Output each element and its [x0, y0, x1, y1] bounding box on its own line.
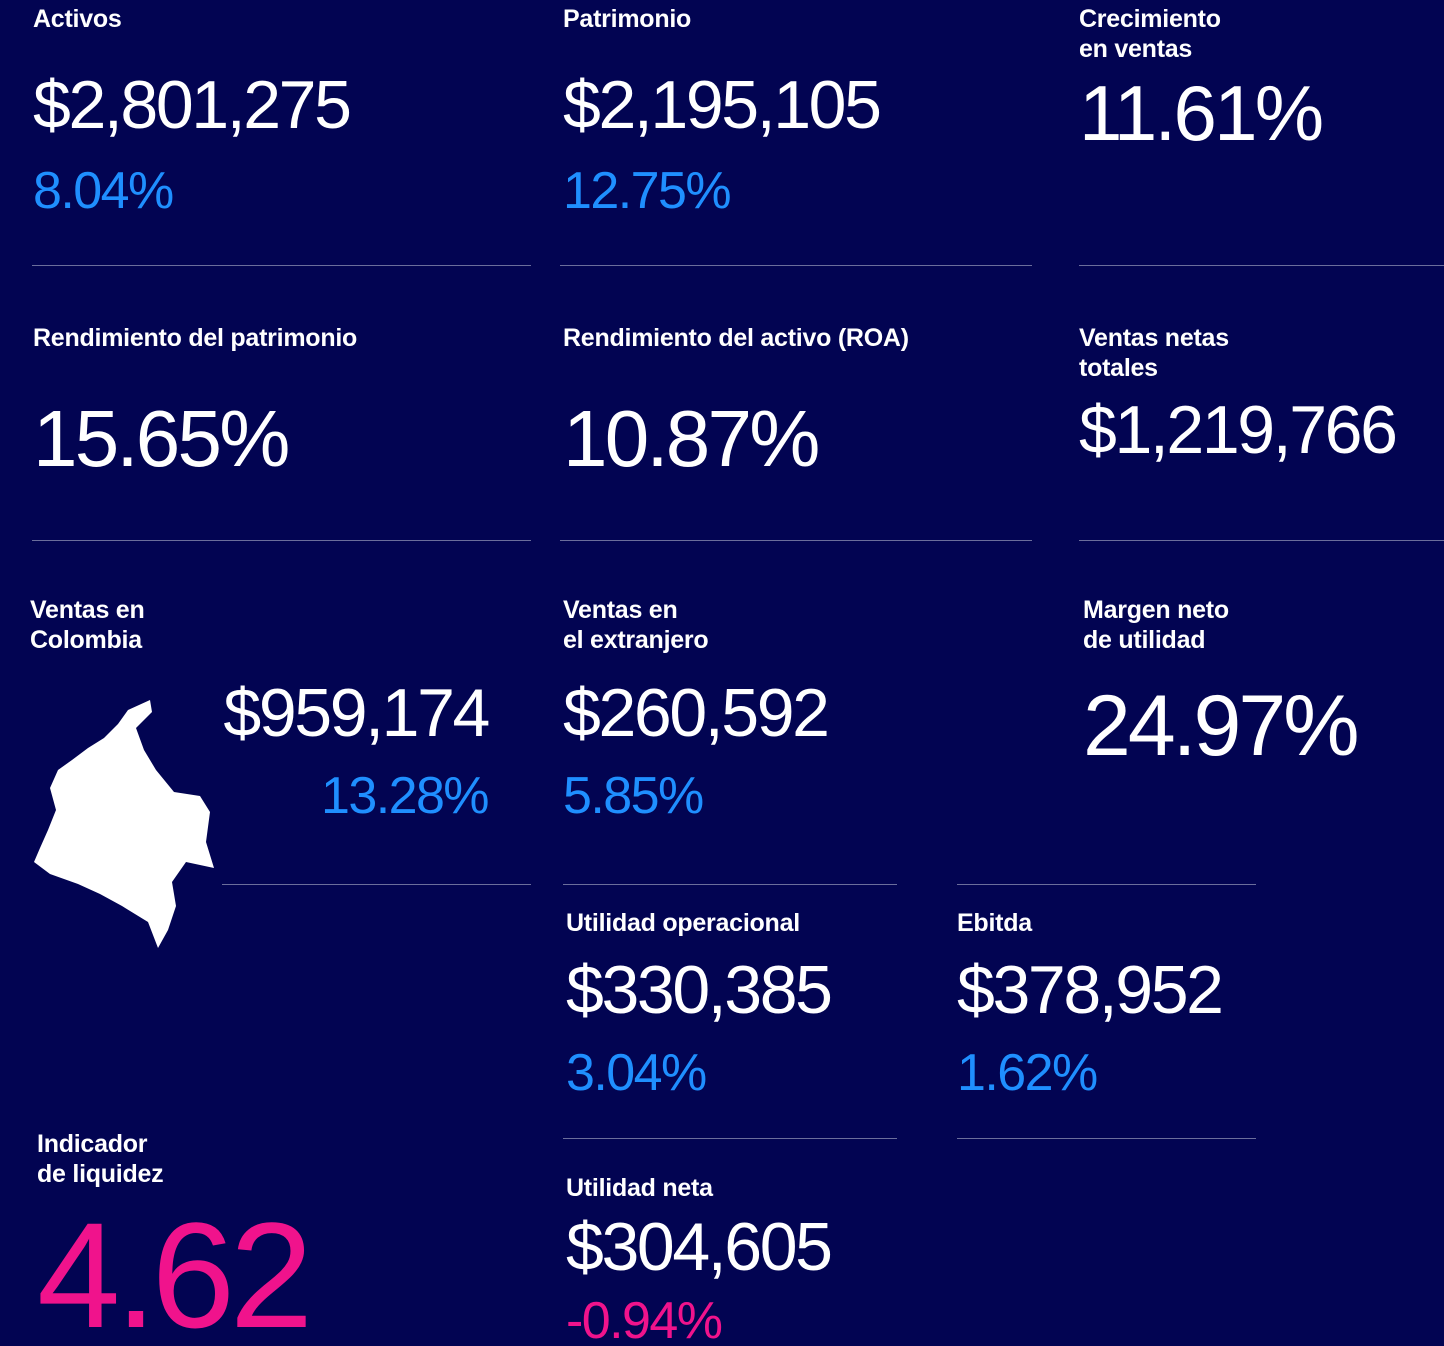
metric-change: 3.04% [566, 1043, 707, 1102]
divider [1079, 540, 1444, 541]
metric-label: Rendimiento del patrimonio [33, 324, 358, 352]
metric-value: $304,605 [566, 1209, 833, 1286]
metric-change: -0.94% [566, 1291, 723, 1346]
metric-label: en ventas [1079, 35, 1193, 63]
metric-label: Margen neto [1083, 596, 1229, 624]
metric-value: $378,952 [957, 952, 1224, 1029]
divider [222, 884, 531, 885]
metric-label: de liquidez [37, 1160, 164, 1188]
metric-change: 5.85% [563, 766, 704, 825]
metric-label: el extranjero [563, 626, 709, 654]
metric-value: 4.62 [37, 1191, 313, 1346]
divider [560, 265, 1032, 266]
metric-label: de utilidad [1083, 626, 1206, 654]
metric-label: Indicador [37, 1130, 148, 1158]
metric-value: $959,174 [223, 675, 490, 752]
metric-change: 13.28% [320, 766, 490, 825]
metric-value: $2,801,275 [33, 67, 352, 144]
metric-value: 10.87% [563, 394, 820, 483]
metric-change: 8.04% [33, 161, 174, 220]
divider [560, 540, 1032, 541]
metric-label: Colombia [30, 626, 142, 654]
map-shape [34, 700, 214, 948]
metric-label: Ventas en [563, 596, 678, 624]
metric-label: totales [1079, 354, 1158, 382]
divider [563, 884, 897, 885]
metric-label: Crecimiento [1079, 5, 1221, 33]
colombia-map [34, 700, 214, 948]
metric-label: Utilidad neta [566, 1174, 713, 1202]
divider [957, 1138, 1256, 1139]
divider [32, 540, 531, 541]
divider [957, 884, 1256, 885]
metric-value: $2,195,105 [563, 67, 882, 144]
metric-label: Ventas netas [1079, 324, 1229, 352]
metric-value: $330,385 [566, 952, 833, 1029]
metric-value: 15.65% [33, 394, 290, 483]
metric-label: Ebitda [957, 909, 1032, 937]
metric-label: Ventas en [30, 596, 145, 624]
metric-label: Patrimonio [563, 5, 692, 33]
divider [1079, 265, 1444, 266]
metric-change: 12.75% [563, 161, 732, 220]
metric-value: $1,219,766 [1079, 392, 1398, 469]
metric-label: Utilidad operacional [566, 909, 800, 937]
divider [563, 1138, 897, 1139]
metric-change: 1.62% [957, 1043, 1098, 1102]
metric-value: $260,592 [563, 675, 830, 752]
metric-label: Activos [33, 5, 122, 33]
metric-value: 11.61% [1079, 69, 1324, 158]
metric-label: Rendimiento del activo (ROA) [563, 324, 909, 352]
metric-value: 24.97% [1083, 677, 1360, 774]
divider [32, 265, 531, 266]
